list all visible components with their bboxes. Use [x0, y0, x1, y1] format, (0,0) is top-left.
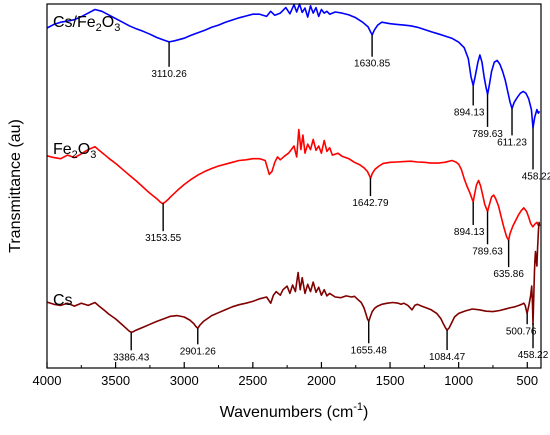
peak-label-4: 611.23 [497, 137, 527, 148]
plot-frame [46, 3, 542, 369]
peak-label-2: 894.13 [454, 107, 485, 118]
peak-label-16: 458.22 [518, 350, 549, 361]
peak-label-13: 1655.48 [351, 345, 388, 356]
series-label-2: Cs [53, 292, 73, 309]
peak-label-0: 3110.26 [151, 69, 187, 80]
peak-label-7: 1642.79 [352, 198, 389, 209]
series-label-0: Cs/Fe2O3 [53, 14, 120, 34]
series-label-layer: Cs/Fe2O3 Fe2O3 Cs [53, 14, 120, 309]
series-layer [46, 3, 541, 334]
x-axis-title: Wavenumbers (cm-1) [220, 401, 369, 421]
x-tick-label-1: 3500 [101, 373, 130, 388]
x-tick-label-2: 3000 [170, 373, 199, 388]
series-line-0 [46, 3, 541, 129]
peak-label-8: 894.13 [454, 227, 485, 238]
peak-label-1: 1630.85 [354, 59, 391, 70]
x-tick-label-6: 1000 [444, 373, 473, 388]
peak-label-layer: 3110.261630.85894.13789.63611.23458.2231… [113, 59, 550, 364]
y-axis-title: Transmittance (au) [7, 119, 24, 253]
peak-label-9: 789.63 [472, 246, 503, 257]
peak-label-12: 2901.26 [180, 346, 217, 357]
x-axis-ticks: 4000 3500 3000 2500 2000 1500 1000 500 [33, 362, 538, 388]
peak-label-5: 458.22 [522, 171, 550, 182]
peak-label-3: 789.63 [472, 129, 503, 140]
x-tick-label-7: 500 [516, 373, 538, 388]
peak-label-11: 3386.43 [113, 352, 150, 363]
peak-label-6: 3153.55 [145, 233, 182, 244]
x-tick-label-5: 1500 [376, 373, 405, 388]
peak-label-15: 500.76 [506, 326, 537, 337]
series-line-1 [46, 128, 541, 241]
x-tick-label-3: 2500 [238, 373, 267, 388]
peak-marker-layer [130, 34, 534, 351]
peak-label-14: 1084.47 [429, 352, 466, 363]
peak-label-10: 635.86 [493, 269, 524, 280]
x-tick-label-0: 4000 [33, 373, 62, 388]
x-tick-label-4: 2000 [307, 373, 336, 388]
series-label-1: Fe2O3 [53, 141, 96, 161]
series-line-2 [46, 221, 541, 334]
